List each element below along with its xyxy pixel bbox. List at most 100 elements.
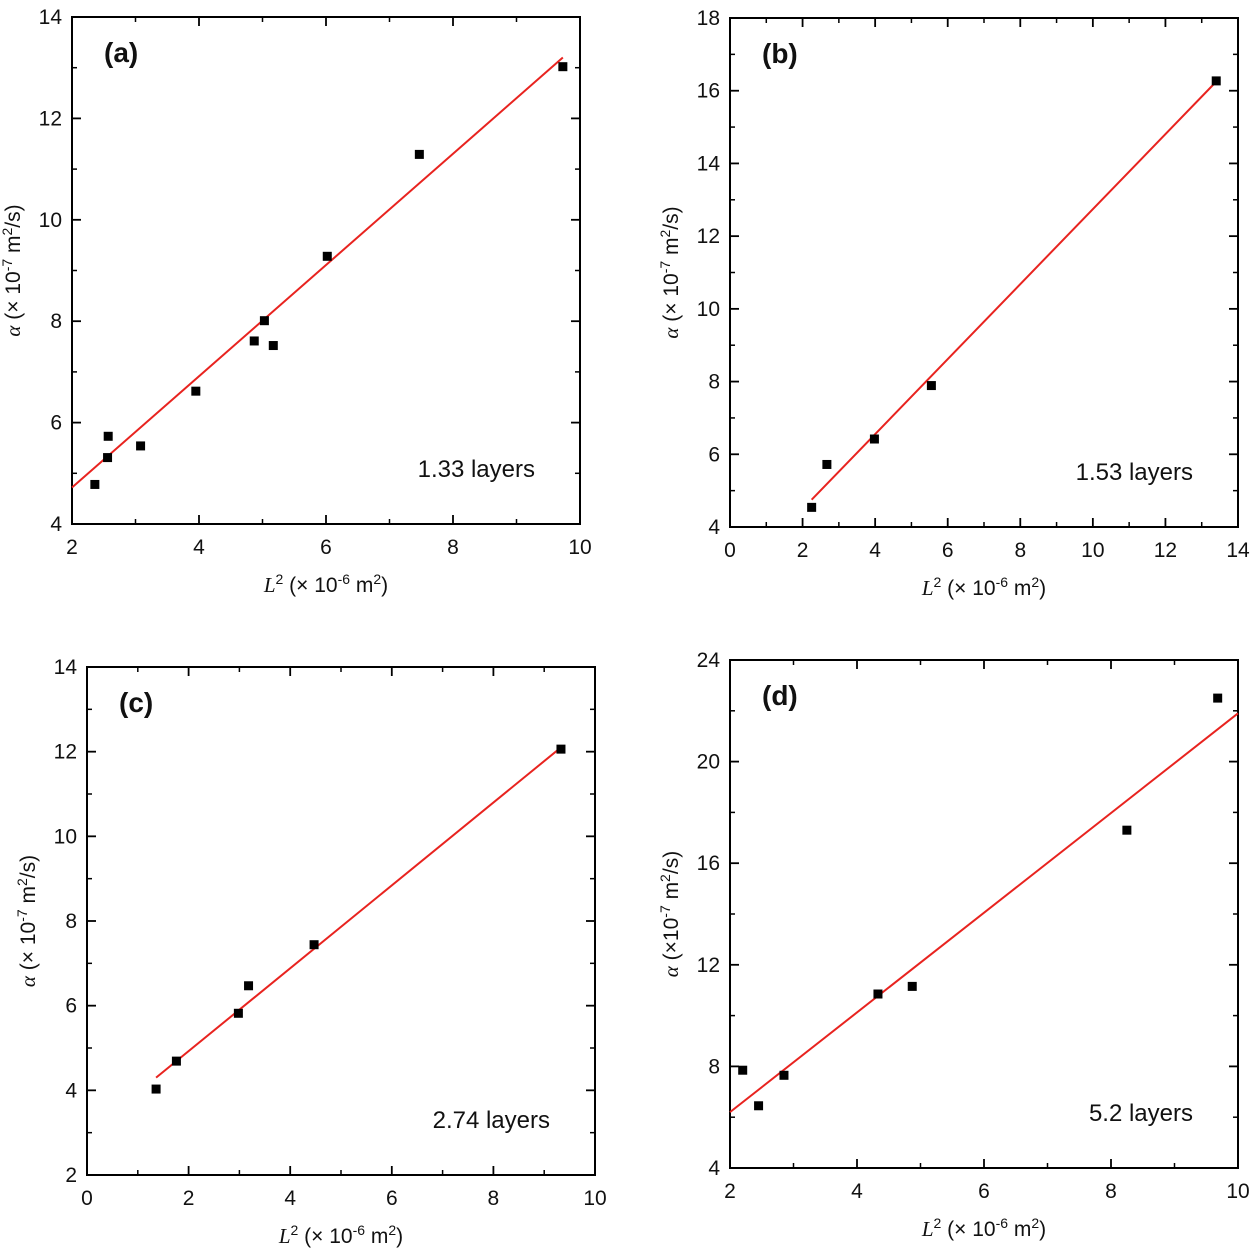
x-tick-label: 10	[1226, 1180, 1249, 1203]
panel-label: (a)	[104, 37, 138, 68]
y-tick-label: 10	[54, 825, 77, 848]
data-point	[103, 431, 113, 441]
data-point	[309, 940, 319, 950]
x-tick-label: 6	[386, 1187, 398, 1210]
data-point	[822, 459, 832, 469]
layer-annotation: 5.2 layers	[1089, 1100, 1193, 1127]
y-tick-label: 6	[50, 412, 62, 435]
data-point	[869, 434, 879, 444]
data-point	[171, 1056, 181, 1066]
panel-label: (c)	[119, 687, 153, 718]
y-axis-title: α (× 10-7 m2/s)	[0, 204, 25, 336]
y-tick-label: 14	[39, 6, 63, 29]
data-point	[103, 453, 113, 463]
plot-frame	[86, 666, 596, 1176]
x-tick-label: 2	[797, 539, 809, 562]
axis-symbol: α	[659, 327, 683, 339]
data-point	[873, 989, 883, 999]
data-point	[1211, 76, 1221, 86]
x-tick-label: 14	[1226, 539, 1250, 562]
data-point	[556, 744, 566, 754]
layer-annotation: 1.53 layers	[1076, 459, 1193, 486]
data-point	[1122, 825, 1132, 835]
panel-label: (b)	[762, 38, 798, 69]
y-tick-label: 20	[697, 751, 720, 774]
data-point	[268, 341, 278, 351]
plot-frame	[71, 16, 581, 525]
x-tick-label: 4	[869, 539, 881, 562]
y-tick-label: 8	[50, 310, 62, 333]
y-tick-label: 8	[708, 1055, 720, 1078]
axis-symbol: α	[16, 975, 40, 987]
y-tick-label: 14	[697, 152, 721, 175]
x-tick-label: 2	[66, 536, 78, 559]
data-point	[779, 1070, 789, 1080]
x-axis-title: L2 (× 10-6 m2)	[263, 571, 388, 597]
data-point	[738, 1065, 748, 1075]
y-tick-label: 4	[65, 1079, 77, 1102]
data-point	[244, 981, 254, 991]
data-point	[754, 1101, 764, 1111]
axis-symbol: L	[278, 1224, 291, 1248]
x-tick-label: 6	[942, 539, 954, 562]
y-tick-label: 4	[708, 516, 720, 539]
x-tick-label: 8	[488, 1187, 500, 1210]
x-tick-label: 8	[447, 536, 459, 559]
y-tick-label: 10	[697, 298, 720, 321]
x-tick-label: 4	[193, 536, 205, 559]
x-tick-label: 6	[978, 1180, 990, 1203]
x-tick-label: 8	[1014, 539, 1026, 562]
axis-symbol: α	[659, 965, 683, 977]
chart-panel-b: 0 2 4 6 8 10 12 14 4 6 8 10 12 14 16 18 (b) 1.53 layers L2…	[657, 7, 1250, 600]
y-axis-title: α (×10-7 m2/s)	[657, 851, 683, 977]
data-point	[151, 1084, 161, 1094]
panel-label: (d)	[762, 680, 798, 711]
y-tick-label: 12	[697, 225, 720, 248]
x-tick-label: 0	[724, 539, 736, 562]
y-tick-label: 2	[65, 1164, 77, 1187]
y-tick-label: 10	[39, 209, 62, 232]
data-point	[414, 149, 424, 159]
x-axis-title: L2 (× 10-6 m2)	[921, 1215, 1046, 1241]
axis-symbol: L	[263, 573, 276, 597]
y-tick-label: 6	[708, 443, 720, 466]
x-tick-label: 10	[583, 1187, 606, 1210]
plot-frame	[729, 17, 1239, 528]
data-point	[558, 62, 568, 72]
data-point	[322, 251, 332, 261]
x-tick-label: 0	[81, 1187, 93, 1210]
y-tick-label: 12	[697, 954, 720, 977]
data-point	[907, 981, 917, 991]
y-tick-label: 12	[39, 107, 62, 130]
x-tick-label: 12	[1154, 539, 1177, 562]
y-tick-label: 8	[708, 371, 720, 394]
axis-symbol: L	[921, 576, 934, 600]
y-tick-label: 18	[697, 7, 720, 30]
y-tick-label: 6	[65, 995, 77, 1018]
y-tick-label: 24	[697, 649, 721, 672]
axis-symbol: L	[921, 1217, 934, 1241]
y-axis-title: α (× 10-7 m2/s)	[657, 206, 683, 338]
y-axis-title: α (× 10-7 m2/s)	[14, 855, 40, 987]
x-tick-label: 4	[284, 1187, 296, 1210]
y-tick-label: 14	[54, 656, 78, 679]
layer-annotation: 1.33 layers	[418, 456, 535, 483]
y-tick-label: 8	[65, 910, 77, 933]
data-point	[90, 479, 100, 489]
y-tick-label: 4	[708, 1157, 720, 1180]
layer-annotation: 2.74 layers	[433, 1107, 550, 1134]
y-tick-label: 16	[697, 852, 720, 875]
x-tick-label: 10	[568, 536, 591, 559]
linear-fit-line	[810, 80, 1217, 501]
data-point	[233, 1008, 243, 1018]
linear-fit-line	[155, 746, 562, 1079]
data-point	[249, 336, 259, 346]
x-axis-title: L2 (× 10-6 m2)	[278, 1222, 403, 1248]
data-point	[1213, 693, 1223, 703]
y-tick-label: 16	[697, 80, 720, 103]
linear-fit-line	[729, 712, 1239, 1113]
